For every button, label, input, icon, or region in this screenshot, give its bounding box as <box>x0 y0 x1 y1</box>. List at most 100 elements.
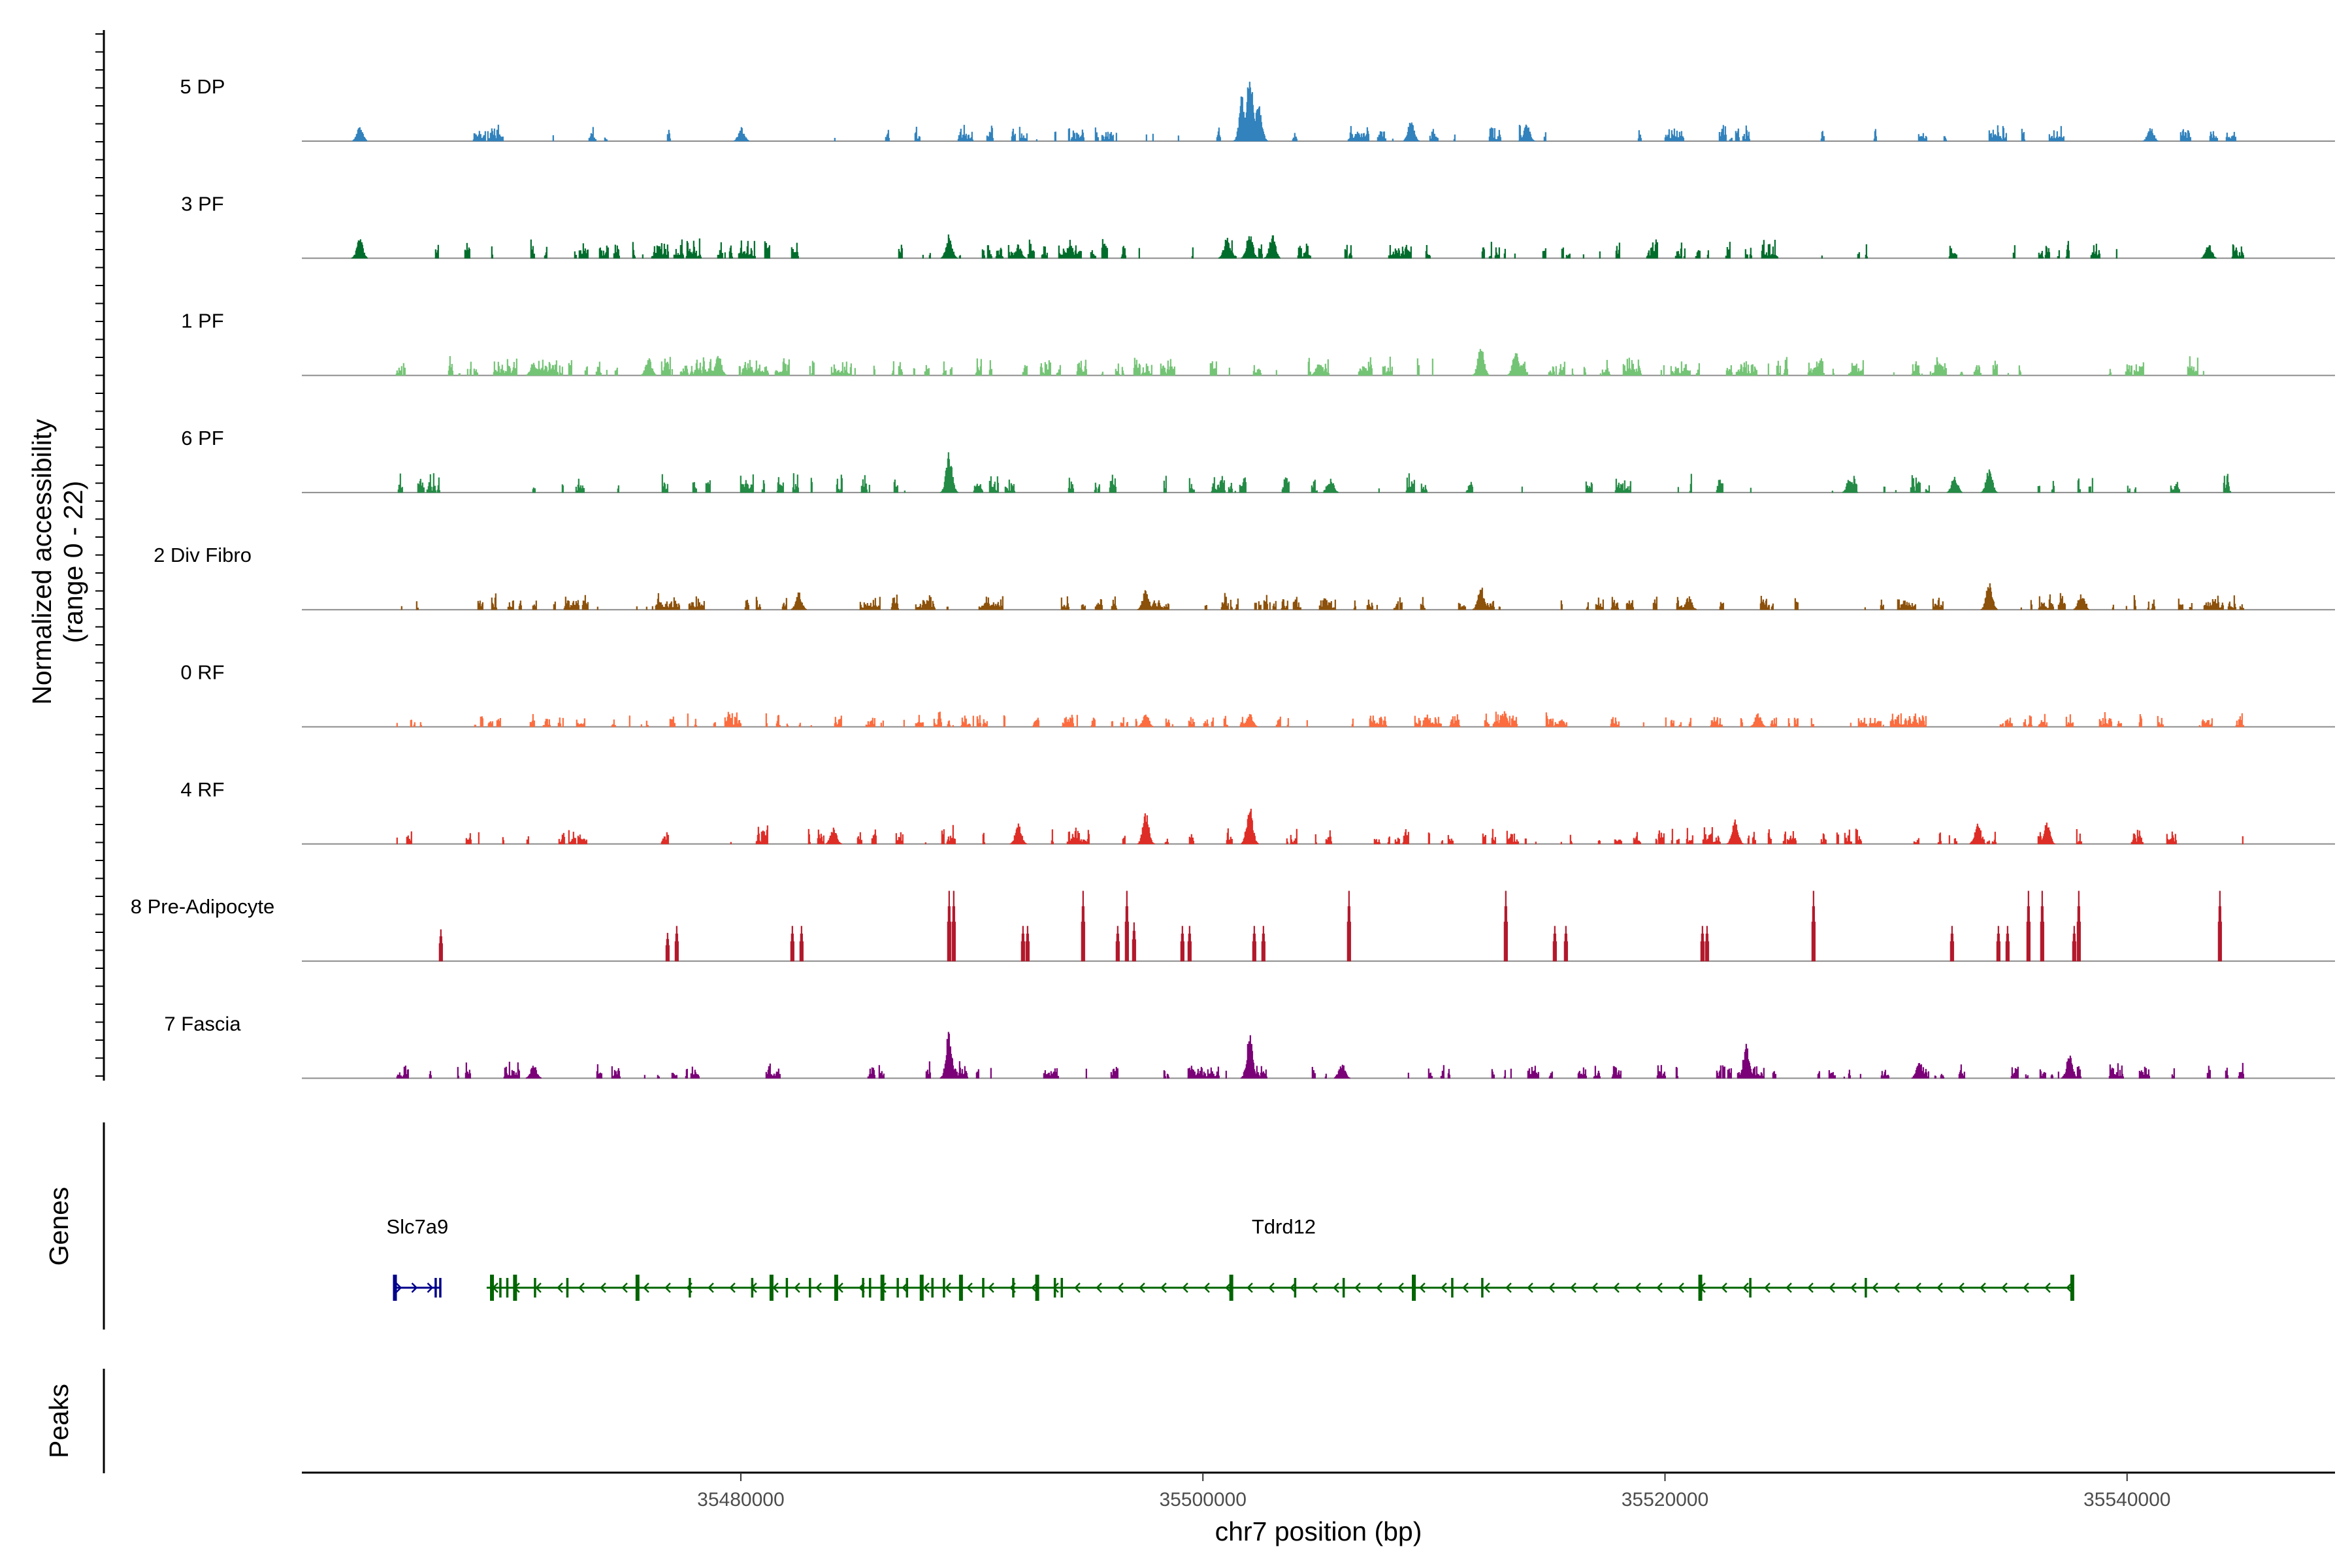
exon <box>896 1278 899 1298</box>
y-axis-title-line1: Normalized accessibility <box>27 419 57 705</box>
x-axis-ticks: 35480000 35500000 35520000 35540000 <box>697 1473 2170 1511</box>
strand-chevron <box>1160 1282 1167 1293</box>
strand-chevron <box>1980 1282 1986 1293</box>
strand-chevron <box>966 1282 973 1293</box>
x-tick-label: 35520000 <box>1622 1489 1708 1511</box>
exon <box>489 1275 494 1301</box>
exon <box>862 1278 864 1298</box>
exon <box>785 1278 789 1298</box>
track-label: 5 DP <box>180 75 225 98</box>
exon <box>1060 1278 1063 1298</box>
x-axis-title: chr7 position (bp) <box>1215 1516 1422 1546</box>
strand-chevron <box>1096 1282 1102 1293</box>
exon <box>439 1278 442 1298</box>
strand-chevron <box>411 1282 418 1293</box>
strand-chevron <box>600 1282 606 1293</box>
exon <box>834 1275 838 1301</box>
strand-chevron <box>772 1282 779 1293</box>
strand-chevron <box>837 1282 843 1293</box>
exon <box>1411 1275 1416 1301</box>
exon <box>1749 1278 1752 1298</box>
coverage-area <box>395 349 2204 376</box>
exon <box>689 1278 691 1298</box>
peaks-panel-label: Peaks <box>44 1384 74 1458</box>
track-2-div-fibro: 2 Div Fibro <box>154 544 2335 611</box>
track-label: 1 PF <box>181 310 223 333</box>
strand-chevron <box>1225 1282 1232 1293</box>
strand-chevron <box>1354 1282 1361 1293</box>
strand-chevron <box>1203 1282 1210 1293</box>
strand-chevron <box>1441 1282 1447 1293</box>
strand-chevron <box>1656 1282 1663 1293</box>
strand-chevron <box>1850 1282 1857 1293</box>
strand-chevron <box>1247 1282 1253 1293</box>
strand-chevron <box>1333 1282 1339 1293</box>
strand-chevron <box>1958 1282 1965 1293</box>
exon <box>1229 1275 1233 1301</box>
exon <box>1053 1278 1056 1298</box>
strand-chevron <box>1462 1282 1469 1293</box>
strand-chevron <box>1742 1282 1749 1293</box>
coverage-y-axis <box>95 30 105 1081</box>
strand-chevron <box>535 1282 542 1293</box>
gene-annotation-track: Slc7a9 Tdrd12 <box>386 1215 2074 1301</box>
strand-chevron <box>1290 1282 1296 1293</box>
exon <box>809 1278 811 1298</box>
strand-chevron <box>1419 1282 1426 1293</box>
strand-chevron <box>2001 1282 2008 1293</box>
coverage-tracks: 5 DP 3 PF 1 PF 6 PF 2 Div Fibro 0 RF 4 RF 8 Pre… <box>131 75 2335 1079</box>
track-7-fascia: 7 Fascia <box>164 1012 2335 1079</box>
strand-chevron <box>1074 1282 1081 1293</box>
exon <box>2070 1275 2074 1301</box>
strand-chevron <box>794 1282 800 1293</box>
strand-chevron <box>1613 1282 1620 1293</box>
track-label: 6 PF <box>181 427 223 449</box>
exon <box>919 1275 924 1301</box>
exon <box>506 1278 509 1298</box>
track-4-rf: 4 RF <box>180 778 2335 845</box>
exon <box>635 1275 640 1301</box>
track-label: 7 Fascia <box>164 1012 241 1035</box>
strand-chevron <box>1936 1282 1943 1293</box>
exon <box>434 1278 437 1298</box>
coverage-area <box>397 452 2231 493</box>
strand-chevron <box>643 1282 649 1293</box>
exon <box>1342 1278 1345 1298</box>
strand-chevron <box>1807 1282 1814 1293</box>
exon <box>769 1275 774 1301</box>
strand-chevron <box>1311 1282 1318 1293</box>
strand-chevron <box>2066 1282 2072 1293</box>
exon <box>1698 1275 1703 1301</box>
strand-chevron <box>1182 1282 1188 1293</box>
coverage-area <box>438 890 2222 962</box>
gene-slc7a9: Slc7a9 <box>386 1215 448 1301</box>
exon <box>982 1278 985 1298</box>
strand-chevron <box>1829 1282 1835 1293</box>
exon <box>1481 1278 1484 1298</box>
track-1-pf: 1 PF <box>181 310 2335 376</box>
exon <box>943 1278 945 1298</box>
strand-chevron <box>1527 1282 1533 1293</box>
exon <box>393 1275 397 1301</box>
exon <box>1865 1278 1867 1298</box>
exon <box>499 1278 502 1298</box>
track-label: 2 Div Fibro <box>154 544 252 566</box>
exon <box>1012 1278 1015 1298</box>
track-label: 4 RF <box>180 778 224 801</box>
strand-chevron <box>1505 1282 1512 1293</box>
strand-chevron <box>2023 1282 2029 1293</box>
gene-tdrd12: Tdrd12 <box>486 1215 2074 1301</box>
strand-chevron <box>621 1282 628 1293</box>
strand-chevron <box>557 1282 563 1293</box>
exon <box>1451 1278 1454 1298</box>
strand-chevron <box>1915 1282 1921 1293</box>
exon <box>751 1278 754 1298</box>
exon <box>1294 1278 1297 1298</box>
strand-chevron <box>578 1282 585 1293</box>
track-label: 3 PF <box>181 192 223 215</box>
track-3-pf: 3 PF <box>181 192 2335 259</box>
track-label: 0 RF <box>180 661 224 684</box>
strand-chevron <box>1872 1282 1878 1293</box>
strand-chevron <box>1376 1282 1382 1293</box>
